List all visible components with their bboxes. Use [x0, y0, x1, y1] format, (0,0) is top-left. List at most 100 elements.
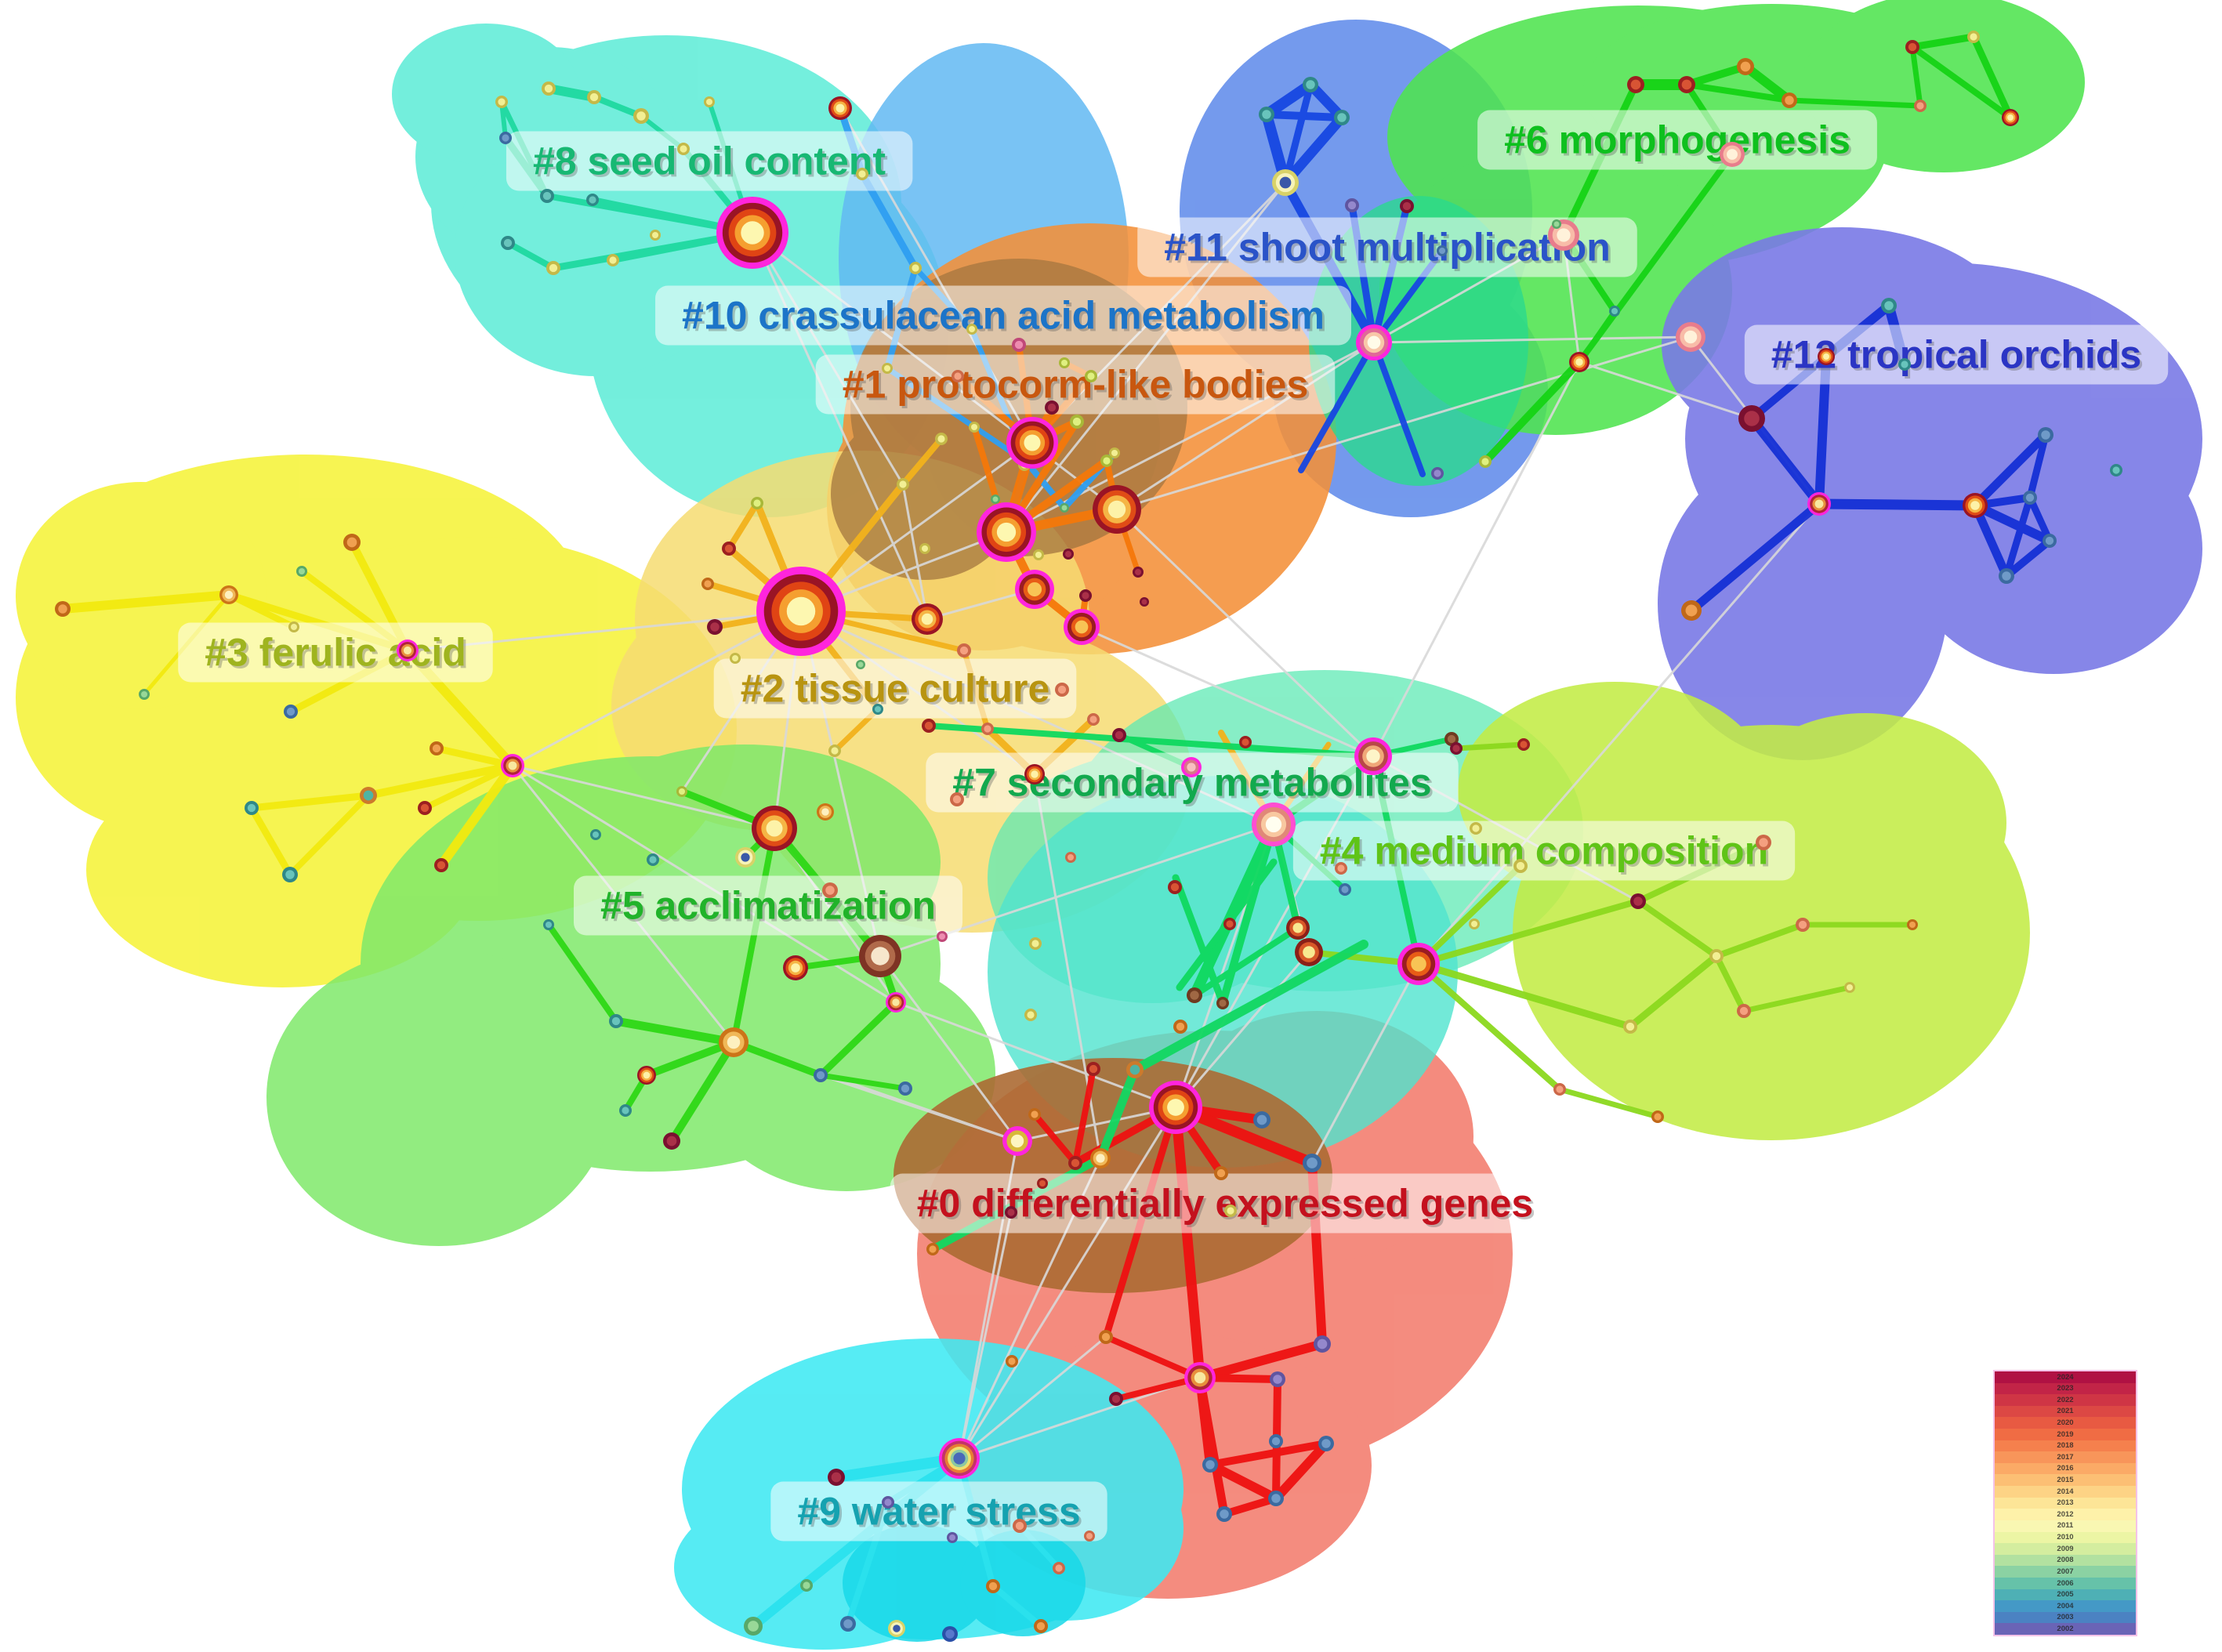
node[interactable]: [886, 992, 906, 1013]
cluster-label-10[interactable]: #10 crassulacean acid metabolism#10 cras…: [655, 285, 1351, 346]
node[interactable]: [2110, 464, 2122, 476]
node[interactable]: [1907, 919, 1918, 930]
node[interactable]: [676, 786, 687, 797]
node[interactable]: [1303, 77, 1318, 92]
cluster-label-4[interactable]: #4 medium composition#4 medium compositi…: [1292, 821, 1796, 881]
node[interactable]: [856, 168, 868, 180]
node[interactable]: [1055, 683, 1069, 697]
cluster-label-5[interactable]: #5 acclimatization#5 acclimatization: [574, 875, 962, 936]
node[interactable]: [1609, 306, 1620, 317]
node[interactable]: [751, 497, 763, 509]
node[interactable]: [288, 621, 299, 632]
node[interactable]: [1720, 142, 1745, 167]
node[interactable]: [1303, 1154, 1321, 1172]
node[interactable]: [1967, 31, 1980, 43]
node[interactable]: [719, 1027, 749, 1057]
node[interactable]: [1513, 859, 1528, 873]
node[interactable]: [139, 689, 150, 700]
node[interactable]: [1109, 447, 1120, 458]
node[interactable]: [1844, 982, 1855, 993]
node[interactable]: [1006, 1355, 1018, 1368]
node[interactable]: [1187, 987, 1202, 1003]
node[interactable]: [919, 543, 930, 554]
node[interactable]: [1133, 567, 1144, 578]
node[interactable]: [1334, 110, 1350, 125]
node[interactable]: [722, 542, 736, 556]
node[interactable]: [1345, 198, 1359, 212]
node[interactable]: [1914, 100, 1927, 112]
cluster-label-6[interactable]: #6 morphogenesis#6 morphogenesis: [1477, 110, 1877, 170]
node[interactable]: [2002, 109, 2019, 126]
node[interactable]: [888, 1620, 905, 1637]
node[interactable]: [1216, 1506, 1232, 1522]
node[interactable]: [1737, 1004, 1751, 1018]
node[interactable]: [1045, 400, 1059, 415]
node[interactable]: [1090, 1148, 1111, 1168]
node[interactable]: [1676, 322, 1705, 352]
node[interactable]: [947, 1532, 958, 1543]
node[interactable]: [1397, 943, 1440, 985]
node[interactable]: [822, 882, 838, 898]
node[interactable]: [1400, 199, 1414, 213]
node[interactable]: [1053, 1562, 1065, 1574]
node[interactable]: [619, 1104, 632, 1117]
node[interactable]: [1738, 405, 1765, 432]
node[interactable]: [434, 858, 448, 872]
node[interactable]: [1651, 1110, 1664, 1123]
node[interactable]: [607, 254, 619, 266]
node[interactable]: [730, 653, 741, 664]
node[interactable]: [977, 502, 1036, 562]
node[interactable]: [1012, 338, 1026, 352]
node[interactable]: [284, 705, 298, 719]
node[interactable]: [1087, 713, 1100, 726]
node[interactable]: [1678, 76, 1695, 93]
node[interactable]: [2043, 534, 2057, 548]
node[interactable]: [897, 478, 909, 491]
node[interactable]: [586, 194, 599, 206]
node[interactable]: [543, 919, 554, 930]
node[interactable]: [1149, 1081, 1202, 1134]
node[interactable]: [1034, 1619, 1048, 1633]
node[interactable]: [1963, 493, 1988, 518]
node[interactable]: [1024, 764, 1045, 784]
node[interactable]: [647, 853, 659, 866]
node[interactable]: [1002, 1126, 1032, 1156]
cluster-label-2[interactable]: #2 tissue culture#2 tissue culture: [713, 658, 1077, 719]
node[interactable]: [872, 704, 883, 715]
node[interactable]: [55, 601, 71, 617]
node[interactable]: [922, 719, 936, 733]
node[interactable]: [957, 643, 971, 658]
node[interactable]: [735, 847, 756, 868]
node[interactable]: [882, 363, 893, 374]
node[interactable]: [590, 829, 601, 840]
node[interactable]: [783, 955, 808, 980]
node[interactable]: [1898, 358, 1911, 371]
node[interactable]: [1140, 597, 1149, 607]
node[interactable]: [1223, 918, 1236, 930]
node[interactable]: [800, 1579, 813, 1592]
node[interactable]: [343, 534, 361, 551]
node[interactable]: [1517, 738, 1530, 751]
node[interactable]: [701, 578, 714, 590]
node[interactable]: [1005, 1206, 1017, 1219]
node[interactable]: [1469, 918, 1480, 929]
node[interactable]: [1029, 937, 1042, 950]
node[interactable]: [1356, 324, 1392, 360]
node[interactable]: [663, 1132, 680, 1150]
node[interactable]: [856, 660, 865, 669]
node[interactable]: [1354, 737, 1392, 775]
cluster-label-12[interactable]: #12 tropical orchids#12 tropical orchids: [1744, 324, 2169, 385]
node[interactable]: [1335, 862, 1347, 875]
node[interactable]: [1070, 415, 1084, 429]
node[interactable]: [935, 433, 948, 445]
node[interactable]: [1126, 1061, 1144, 1078]
node[interactable]: [1173, 1020, 1187, 1034]
node[interactable]: [1013, 1519, 1027, 1533]
node[interactable]: [1028, 1108, 1041, 1121]
node[interactable]: [1060, 503, 1069, 513]
node[interactable]: [814, 1068, 828, 1082]
node[interactable]: [704, 96, 715, 107]
node[interactable]: [360, 787, 377, 804]
node[interactable]: [587, 90, 601, 104]
node[interactable]: [1286, 916, 1310, 940]
